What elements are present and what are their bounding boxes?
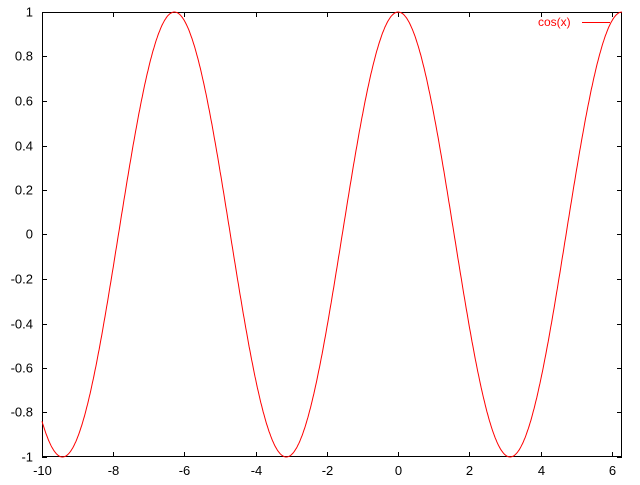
svg-text:0: 0 (395, 463, 402, 478)
svg-text:-0.6: -0.6 (11, 361, 33, 376)
svg-text:-10: -10 (33, 463, 52, 478)
svg-text:1: 1 (26, 5, 33, 20)
svg-text:0.2: 0.2 (15, 183, 33, 198)
svg-text:-0.8: -0.8 (11, 405, 33, 420)
svg-text:0.8: 0.8 (15, 49, 33, 64)
svg-text:-0.4: -0.4 (11, 317, 33, 332)
svg-text:-1: -1 (21, 450, 33, 465)
svg-text:-0.2: -0.2 (11, 272, 33, 287)
svg-text:2: 2 (466, 463, 473, 478)
svg-text:-8: -8 (108, 463, 120, 478)
svg-text:4: 4 (538, 463, 545, 478)
svg-text:-2: -2 (322, 463, 334, 478)
svg-text:0.6: 0.6 (15, 94, 33, 109)
svg-text:cos(x): cos(x) (538, 15, 571, 29)
svg-text:0: 0 (26, 227, 33, 242)
svg-text:-6: -6 (179, 463, 191, 478)
svg-text:-4: -4 (251, 463, 263, 478)
svg-text:0.4: 0.4 (15, 139, 33, 154)
svg-text:6: 6 (609, 463, 616, 478)
